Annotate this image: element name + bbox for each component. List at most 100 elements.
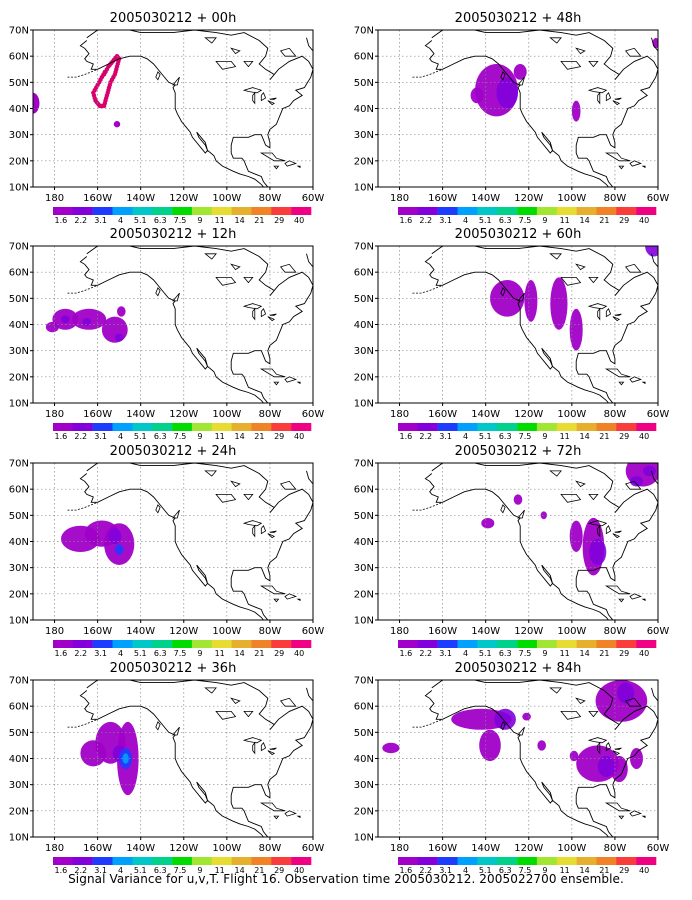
colorbar-swatch (497, 857, 518, 865)
x-tick-label: 60W (302, 843, 325, 854)
signal-contour (589, 538, 607, 566)
colorbar-swatch (497, 640, 518, 648)
lake (260, 308, 267, 318)
colorbar-label: 5.1 (134, 216, 147, 225)
island (172, 509, 180, 519)
colorbar-swatch (636, 207, 657, 215)
x-tick-label: 180 (45, 626, 64, 637)
lake (605, 92, 612, 102)
island (517, 76, 525, 86)
colorbar-label: 7.5 (519, 216, 532, 225)
lake (612, 533, 621, 539)
colorbar-swatch (457, 423, 478, 431)
colorbar-swatch (211, 640, 232, 648)
signal-contour (642, 465, 656, 477)
colorbar-swatch (291, 423, 312, 431)
colorbar-swatch (211, 423, 232, 431)
x-tick-label: 160W (83, 843, 112, 854)
island (500, 71, 506, 81)
map-panel: 2005030212 + 00h 10N 20N 30N 40N 50N 60N 70N 180… (9, 11, 325, 225)
coastline (651, 680, 658, 702)
colorbar-label: 21 (599, 866, 609, 875)
colorbar-label: 3.1 (94, 866, 107, 875)
colorbar-label: 4 (118, 432, 123, 441)
panel-title: 2005030212 + 36h (110, 661, 237, 676)
lake (597, 524, 601, 538)
island-chain (67, 284, 98, 294)
island (588, 61, 599, 68)
colorbar-label: 4 (118, 649, 123, 658)
lake (269, 747, 277, 750)
x-tick-label: 140W (471, 626, 500, 637)
signal-contour (382, 742, 400, 754)
y-tick-label: 30N (9, 130, 29, 141)
y-tick-label: 10N (354, 833, 374, 844)
signal-contour (571, 100, 581, 122)
x-tick-label: 180 (45, 193, 64, 204)
colorbar-label: 14 (235, 216, 245, 225)
y-tick-label: 40N (9, 104, 29, 115)
y-tick-label: 50N (354, 511, 374, 522)
lake (260, 92, 267, 102)
signal-contour (617, 682, 635, 704)
island (284, 593, 297, 600)
island (215, 493, 237, 503)
y-tick-label: 30N (9, 563, 29, 574)
island (629, 810, 642, 817)
colorbar-swatch (457, 857, 478, 865)
colorbar-swatch (271, 207, 292, 215)
colorbar-label: 9 (542, 216, 547, 225)
colorbar-label: 4 (463, 432, 468, 441)
island (172, 76, 180, 86)
colorbar-swatch (417, 207, 438, 215)
colorbar-label: 7.5 (174, 216, 187, 225)
island (641, 815, 646, 819)
colorbar-swatch (576, 857, 597, 865)
lake (260, 742, 267, 752)
colorbar-swatch (172, 857, 193, 865)
colorbar-swatch (112, 640, 133, 648)
colorbar-label: 4 (463, 649, 468, 658)
colorbar-swatch (172, 423, 193, 431)
x-tick-label: 100W (557, 626, 586, 637)
colorbar-swatch (112, 207, 133, 215)
colorbar-swatch (576, 207, 597, 215)
y-tick-label: 40N (9, 754, 29, 765)
colorbar-swatch (616, 423, 637, 431)
signal-contour (630, 476, 643, 487)
signal-contour (597, 755, 615, 777)
panel-title: 2005030212 + 60h (455, 227, 582, 242)
colorbar-swatch (437, 857, 458, 865)
colorbar-label: 2.2 (74, 649, 87, 658)
colorbar-label: 1.6 (400, 432, 413, 441)
island (641, 381, 646, 385)
colorbar-label: 14 (235, 866, 245, 875)
colorbar-swatch (596, 640, 617, 648)
colorbar-label: 9 (542, 432, 547, 441)
island (575, 263, 586, 271)
colorbar-swatch (231, 857, 252, 865)
coastline (79, 680, 313, 837)
island (625, 480, 642, 490)
colorbar-label: 6.3 (154, 216, 167, 225)
y-tick-label: 70N (9, 676, 29, 687)
island (517, 726, 525, 736)
colorbar-label: 21 (599, 432, 609, 441)
y-tick-label: 70N (354, 242, 374, 253)
x-tick-label: 100W (212, 843, 241, 854)
island (629, 376, 642, 383)
x-tick-label: 160W (83, 626, 112, 637)
colorbar-swatch (211, 207, 232, 215)
colorbar-label: 4 (118, 216, 123, 225)
colorbar-swatch (636, 857, 657, 865)
y-tick-label: 30N (354, 130, 374, 141)
colorbar-swatch (112, 857, 133, 865)
colorbar-swatch (92, 207, 113, 215)
colorbar-swatch (231, 640, 252, 648)
colorbar-swatch (398, 857, 419, 865)
lake (269, 530, 277, 533)
y-tick-label: 50N (9, 511, 29, 522)
x-tick-label: 80W (604, 409, 627, 420)
colorbar-swatch (417, 640, 438, 648)
